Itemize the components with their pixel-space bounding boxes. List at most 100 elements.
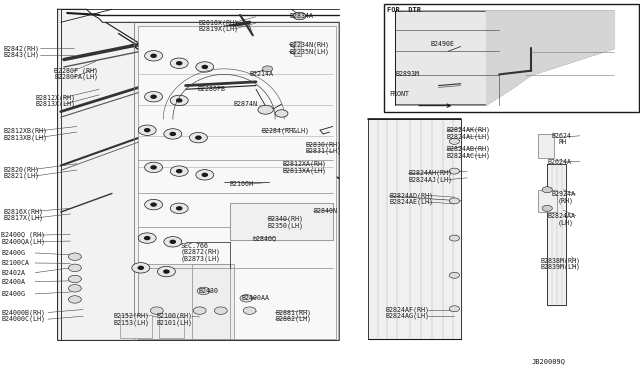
Circle shape bbox=[177, 62, 182, 65]
Circle shape bbox=[145, 237, 150, 240]
Text: B2813XA(LH): B2813XA(LH) bbox=[283, 167, 327, 174]
Text: B2812XA(RH): B2812XA(RH) bbox=[283, 160, 327, 167]
Bar bbox=[538, 134, 554, 158]
Text: B2830(RH): B2830(RH) bbox=[306, 141, 342, 148]
Polygon shape bbox=[486, 11, 614, 105]
Circle shape bbox=[170, 132, 175, 135]
Circle shape bbox=[275, 110, 288, 117]
Text: B2624A: B2624A bbox=[547, 159, 572, 165]
Text: B2402A: B2402A bbox=[1, 270, 26, 276]
Text: (LH): (LH) bbox=[558, 219, 574, 226]
Bar bbox=[538, 190, 557, 212]
Text: B2400G: B2400G bbox=[1, 250, 26, 256]
Circle shape bbox=[214, 307, 227, 314]
Text: B2400Q (RH): B2400Q (RH) bbox=[1, 232, 45, 238]
Text: B2100CA: B2100CA bbox=[1, 260, 29, 266]
Circle shape bbox=[145, 199, 163, 210]
Text: B2101(LH): B2101(LH) bbox=[157, 320, 193, 326]
Text: B2874N: B2874N bbox=[234, 101, 258, 107]
Text: B2400A: B2400A bbox=[1, 279, 26, 285]
Circle shape bbox=[196, 170, 214, 180]
Text: B24000C(LH): B24000C(LH) bbox=[1, 316, 45, 323]
Circle shape bbox=[164, 237, 182, 247]
Circle shape bbox=[193, 307, 206, 314]
Text: B24000B(RH): B24000B(RH) bbox=[1, 309, 45, 316]
Circle shape bbox=[258, 105, 273, 114]
Circle shape bbox=[449, 198, 460, 204]
Circle shape bbox=[170, 240, 175, 243]
Bar bbox=[159, 317, 184, 338]
Text: B2842(RH): B2842(RH) bbox=[3, 45, 39, 52]
Circle shape bbox=[68, 253, 81, 260]
Text: B2824AD(RH): B2824AD(RH) bbox=[389, 192, 433, 199]
Circle shape bbox=[196, 136, 201, 139]
Text: FOR. DTR: FOR. DTR bbox=[387, 7, 420, 13]
Circle shape bbox=[542, 205, 552, 211]
Circle shape bbox=[68, 296, 81, 303]
Bar bbox=[138, 264, 234, 339]
Text: B2816X(RH): B2816X(RH) bbox=[3, 208, 44, 215]
Text: B2824AL(LH): B2824AL(LH) bbox=[447, 134, 491, 140]
Circle shape bbox=[189, 132, 207, 143]
Circle shape bbox=[449, 272, 460, 278]
Circle shape bbox=[293, 12, 306, 20]
Text: B2824AB(RH): B2824AB(RH) bbox=[447, 145, 491, 152]
Text: B2924A: B2924A bbox=[552, 191, 576, 197]
Circle shape bbox=[202, 65, 207, 68]
Text: B2284(RH&LH): B2284(RH&LH) bbox=[261, 128, 309, 134]
Text: B2100(RH): B2100(RH) bbox=[157, 313, 193, 320]
Polygon shape bbox=[368, 119, 461, 339]
Circle shape bbox=[449, 138, 460, 144]
Circle shape bbox=[202, 173, 207, 176]
Polygon shape bbox=[547, 164, 566, 305]
Text: B2831(LH): B2831(LH) bbox=[306, 148, 342, 154]
Circle shape bbox=[151, 95, 156, 98]
Circle shape bbox=[157, 266, 175, 277]
Text: B2839M(LH): B2839M(LH) bbox=[541, 264, 581, 270]
Text: B2824AC(LH): B2824AC(LH) bbox=[447, 152, 491, 159]
Circle shape bbox=[170, 58, 188, 68]
Circle shape bbox=[68, 285, 81, 292]
Circle shape bbox=[177, 99, 182, 102]
Circle shape bbox=[262, 66, 273, 72]
Polygon shape bbox=[58, 9, 339, 340]
Text: B2881(RH): B2881(RH) bbox=[275, 309, 311, 316]
Circle shape bbox=[449, 168, 460, 174]
Text: B2350(LH): B2350(LH) bbox=[268, 222, 303, 229]
Text: B2214A: B2214A bbox=[250, 71, 274, 77]
Circle shape bbox=[177, 170, 182, 173]
Text: B2824AF(RH): B2824AF(RH) bbox=[385, 306, 429, 313]
Text: B2840N: B2840N bbox=[314, 208, 338, 214]
Circle shape bbox=[145, 92, 163, 102]
Text: B2400G: B2400G bbox=[1, 291, 26, 297]
Circle shape bbox=[138, 233, 156, 243]
Bar bbox=[138, 26, 336, 339]
Circle shape bbox=[145, 162, 163, 173]
Text: B2817X(LH): B2817X(LH) bbox=[3, 215, 44, 221]
Text: B2400AA: B2400AA bbox=[242, 295, 270, 301]
Text: SEC.766: SEC.766 bbox=[180, 243, 209, 248]
Text: B2838M(RH): B2838M(RH) bbox=[541, 257, 581, 264]
Text: B2812X(RH): B2812X(RH) bbox=[35, 94, 76, 101]
Circle shape bbox=[145, 129, 150, 132]
Text: B2153(LH): B2153(LH) bbox=[114, 320, 150, 326]
Text: B2820(RH): B2820(RH) bbox=[3, 166, 39, 173]
Bar bbox=[294, 41, 301, 56]
Text: B2824AA: B2824AA bbox=[547, 213, 575, 219]
Text: (B2873(LH): (B2873(LH) bbox=[180, 256, 220, 262]
Circle shape bbox=[449, 306, 460, 312]
Circle shape bbox=[151, 203, 156, 206]
Text: B2818X(RH): B2818X(RH) bbox=[198, 19, 239, 26]
Text: B2100H: B2100H bbox=[229, 181, 253, 187]
Text: (B2872(RH): (B2872(RH) bbox=[180, 249, 220, 256]
Text: B2280FB: B2280FB bbox=[197, 86, 225, 92]
Circle shape bbox=[240, 295, 253, 302]
Text: B2812XB(RH): B2812XB(RH) bbox=[3, 128, 47, 134]
Circle shape bbox=[145, 51, 163, 61]
Text: B2624: B2624 bbox=[552, 133, 572, 139]
Circle shape bbox=[197, 287, 210, 295]
Polygon shape bbox=[396, 11, 614, 105]
Circle shape bbox=[170, 203, 188, 214]
Text: JB20009Q: JB20009Q bbox=[531, 359, 565, 365]
Text: B2824AJ(LH): B2824AJ(LH) bbox=[408, 176, 452, 183]
